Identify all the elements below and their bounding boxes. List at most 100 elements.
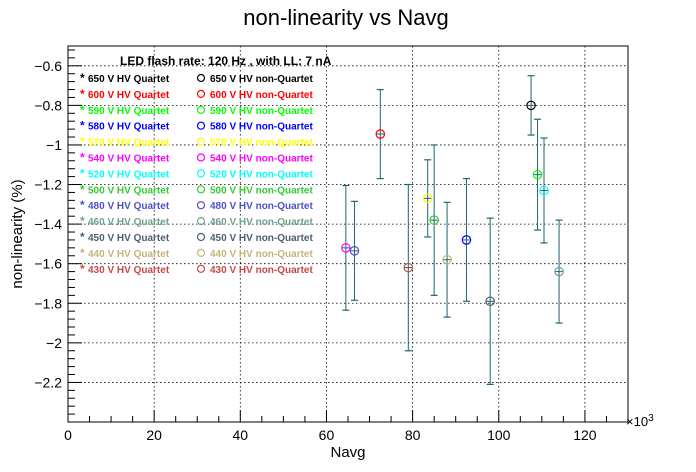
legend-star-icon: *: [80, 230, 85, 244]
legend-label-non-quartet: 570 V HV non-Quartet: [210, 138, 313, 149]
chart-title: non-linearity vs Navg: [243, 5, 448, 30]
grid-layer: [68, 46, 628, 422]
marker-layer: [341, 100, 564, 307]
x-exponent-base: ×10: [626, 414, 648, 429]
y-tick-label: −0.8: [34, 97, 62, 113]
legend-entry: * 450 V HV Quartet 450 V HV non-Quartet: [80, 230, 313, 244]
chart-subtitle: LED flash rate: 120 Hz , with LL: 7 nA: [120, 54, 332, 68]
data-point-marker: [422, 193, 433, 204]
legend-label-non-quartet: 460 V HV non-Quartet: [210, 217, 313, 228]
legend-label-non-quartet: 500 V HV non-Quartet: [210, 185, 313, 196]
legend-label-quartet: 430 V HV Quartet: [88, 265, 170, 276]
data-point-marker: [554, 266, 564, 277]
legend-entry: * 440 V HV Quartet 440 V HV non-Quartet: [80, 246, 313, 260]
y-tick-label: −1: [46, 137, 62, 153]
x-exponent-power: 3: [648, 413, 654, 424]
legend-label-quartet: 580 V HV Quartet: [88, 122, 170, 133]
legend-star-icon: *: [80, 246, 85, 260]
x-tick-label: 40: [233, 427, 249, 443]
legend-entry: * 520 V HV Quartet 520 V HV non-Quartet: [80, 166, 313, 180]
legend-label-quartet: 540 V HV Quartet: [88, 154, 170, 165]
errorbar: [376, 88, 385, 180]
legend-star-icon: *: [80, 87, 85, 101]
legend-star-icon: *: [80, 166, 85, 180]
legend-open-circle-icon: [196, 201, 206, 210]
legend-label-non-quartet: 580 V HV non-Quartet: [210, 122, 313, 133]
legend-open-circle-icon: [196, 185, 206, 194]
legend-label-quartet: 520 V HV Quartet: [88, 169, 170, 180]
legend-label-non-quartet: 520 V HV non-Quartet: [210, 169, 313, 180]
legend-star-icon: *: [80, 151, 85, 165]
errorbar: [430, 144, 439, 296]
errorbar: [527, 75, 536, 136]
legend-entry: * 600 V HV Quartet 600 V HV non-Quartet: [80, 87, 313, 101]
legend-open-circle-icon: [196, 105, 206, 114]
errorbar: [341, 184, 350, 311]
data-point-marker: [429, 215, 439, 225]
legend: * 650 V HV Quartet 650 V HV non-Quartet* 60…: [80, 71, 313, 276]
tick-layer: [67, 49, 629, 423]
legend-label-quartet: 440 V HV Quartet: [88, 249, 170, 260]
legend-label-non-quartet: 650 V HV non-Quartet: [210, 74, 313, 85]
x-axis-exponent: ×103: [626, 413, 654, 429]
legend-label-quartet: 460 V HV Quartet: [88, 217, 170, 228]
tick-label-layer: 0 20 40 60 80 100 120 −2.2 −2 −1.8 −1.6 −1.4 −1.2 −1 −…: [34, 58, 596, 443]
data-point-marker: [442, 254, 452, 265]
y-tick-label: −2: [46, 335, 62, 351]
y-tick-label: −1.8: [34, 295, 62, 311]
legend-label-non-quartet: 480 V HV non-Quartet: [210, 201, 313, 212]
x-tick-label: 20: [146, 427, 162, 443]
errorbar: [555, 219, 564, 324]
legend-label-non-quartet: 540 V HV non-Quartet: [210, 154, 313, 165]
legend-entry: * 430 V HV Quartet 430 V HV non-Quartet: [80, 262, 313, 276]
legend-entry: * 590 V HV Quartet 590 V HV non-Quartet: [80, 103, 313, 117]
x-tick-label: 60: [319, 427, 335, 443]
data-point-marker: [532, 169, 543, 180]
legend-star-icon: *: [80, 182, 85, 196]
legend-entry: * 460 V HV Quartet 460 V HV non-Quartet: [80, 214, 313, 228]
legend-open-circle-icon: [196, 264, 206, 273]
y-tick-label: −1.6: [34, 256, 62, 272]
legend-entry: * 500 V HV Quartet 500 V HV non-Quartet: [80, 182, 313, 196]
legend-star-icon: *: [80, 198, 85, 212]
legend-open-circle-icon: [196, 248, 206, 257]
errorbar-layer: [341, 75, 564, 385]
legend-entry: * 650 V HV Quartet 650 V HV non-Quartet: [80, 71, 313, 85]
errorbar: [540, 137, 548, 244]
legend-label-non-quartet: 600 V HV non-Quartet: [210, 90, 313, 101]
errorbar: [423, 159, 432, 238]
x-tick-label: 100: [487, 427, 511, 443]
data-point-marker: [349, 246, 360, 256]
legend-entry: * 480 V HV Quartet 480 V HV non-Quartet: [80, 198, 313, 212]
legend-open-circle-icon: [196, 137, 206, 146]
legend-star-icon: *: [80, 214, 85, 228]
legend-entry: * 540 V HV Quartet 540 V HV non-Quartet: [80, 151, 313, 165]
errorbar: [462, 177, 471, 302]
legend-star-icon: *: [80, 71, 85, 85]
legend-open-circle-icon: [196, 89, 206, 99]
legend-label-non-quartet: 590 V HV non-Quartet: [210, 106, 313, 117]
legend-label-quartet: 570 V HV Quartet: [88, 138, 170, 149]
data-point-marker: [539, 185, 549, 196]
legend-label-non-quartet: 430 V HV non-Quartet: [210, 265, 313, 276]
legend-label-non-quartet: 440 V HV non-Quartet: [210, 249, 313, 260]
y-axis-title: non-linearity (%): [9, 179, 26, 288]
legend-label-quartet: 480 V HV Quartet: [88, 201, 170, 212]
errorbar: [486, 217, 495, 385]
legend-open-circle-icon: [196, 217, 206, 226]
x-tick-label: 0: [64, 427, 72, 443]
data-point-marker: [526, 100, 536, 111]
x-tick-label: 120: [573, 427, 597, 443]
x-tick-label: 80: [405, 427, 421, 443]
legend-open-circle-icon: [196, 153, 206, 162]
legend-open-circle-icon: [196, 169, 206, 178]
legend-star-icon: *: [80, 119, 85, 133]
data-point-marker: [341, 243, 351, 253]
legend-entry: * 570 V HV Quartet 570 V HV non-Quartet: [80, 135, 313, 149]
data-point-marker: [485, 296, 495, 307]
legend-star-icon: *: [80, 262, 85, 276]
errorbar: [533, 118, 542, 231]
errorbar: [404, 183, 413, 352]
